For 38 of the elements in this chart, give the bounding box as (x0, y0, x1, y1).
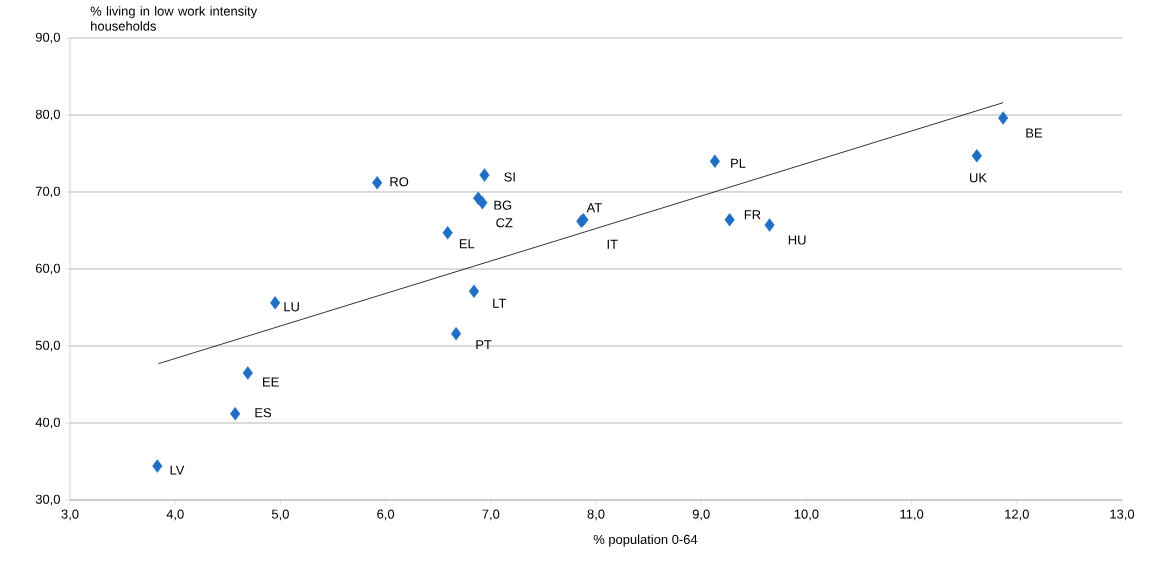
annotation: RO (390, 177, 409, 187)
x-tick-label: 4,0 (166, 509, 184, 521)
y-tick-label: 70,0 (35, 186, 60, 198)
x-tick-label: 7,0 (482, 509, 500, 521)
x-tick-label: 10,0 (794, 509, 819, 521)
annotation: FR (744, 210, 761, 220)
x-tick-label: 9,0 (692, 509, 710, 521)
annotation: EL (459, 239, 475, 249)
y-tick-label: 30,0 (35, 494, 60, 506)
annotation: SI (504, 172, 515, 182)
annotation: CZ (496, 218, 513, 228)
y-tick-label: 40,0 (35, 417, 60, 429)
x-tick-label: 8,0 (587, 509, 605, 521)
x-tick-label: 5,0 (271, 509, 289, 521)
x-tick-label: 6,0 (377, 509, 395, 521)
y-tick-label: 90,0 (35, 32, 60, 44)
x-tick-label: 11,0 (900, 509, 924, 521)
annotation: BG (494, 200, 512, 210)
y-tick-label: 50,0 (35, 340, 60, 352)
x-tick-label: 12,0 (1005, 509, 1029, 521)
annotation: HU (788, 235, 806, 245)
annotation: LT (493, 298, 507, 308)
annotation: PT (476, 340, 492, 350)
annotation: PL (731, 158, 746, 168)
annotation: UK (970, 173, 987, 183)
annotation: ES (255, 408, 272, 418)
annotation: LU (284, 302, 299, 312)
x-axis-title: % population 0-64 (593, 534, 698, 547)
y-tick-label: 80,0 (35, 109, 60, 121)
annotation: AT (586, 203, 602, 213)
x-tick-label: 13,0 (1110, 509, 1135, 521)
annotation: LV (170, 465, 185, 475)
annotation: EE (263, 377, 279, 387)
annotation: BE (1026, 128, 1043, 138)
x-tick-label: 3,0 (61, 509, 79, 521)
y-tick-label: 60,0 (35, 263, 60, 275)
y-axis-title: % living in low work intensity households (90, 6, 258, 31)
annotation: IT (607, 239, 618, 249)
